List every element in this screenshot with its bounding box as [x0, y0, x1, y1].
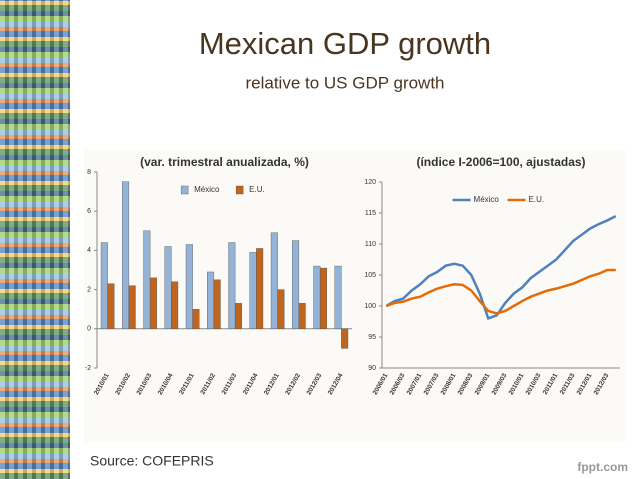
line — [385, 214, 617, 321]
bar — [270, 232, 278, 329]
bar — [228, 242, 236, 329]
source-note: Source: COFEPRIS — [90, 453, 214, 469]
legend-swatch — [180, 185, 189, 195]
bar — [256, 248, 264, 330]
y-tick-label: 2 — [87, 286, 91, 293]
legend-label: E.U. — [249, 185, 265, 194]
bar — [277, 289, 285, 330]
legend-label: E.U. — [529, 195, 545, 204]
bar — [249, 252, 257, 330]
bar — [334, 265, 342, 329]
bar — [107, 283, 115, 329]
y-tick-label: 8 — [87, 169, 91, 176]
y-tick-label: 120 — [364, 179, 376, 186]
legend-label: México — [194, 185, 220, 194]
bar — [192, 309, 200, 330]
slide-subtitle: relative to US GDP growth — [245, 73, 444, 92]
y-tick-label: 105 — [364, 272, 376, 279]
bar — [313, 265, 321, 329]
bar — [298, 303, 306, 330]
bar — [213, 279, 221, 329]
y-tick-label: 6 — [87, 208, 91, 215]
slide-title: Mexican GDP growth — [199, 26, 491, 61]
legend-swatch — [235, 185, 244, 195]
decor-stripe-overlay — [0, 0, 70, 479]
bar — [234, 303, 242, 330]
legend-label: México — [474, 195, 500, 204]
watermark: fppt.com — [577, 460, 628, 474]
bar — [149, 277, 157, 329]
y-tick-label: 95 — [368, 334, 376, 341]
line — [385, 268, 616, 315]
bar — [292, 240, 300, 330]
bar — [143, 230, 151, 330]
bar — [341, 328, 349, 349]
bar — [207, 271, 215, 329]
bar — [319, 267, 327, 330]
y-tick-label: 110 — [365, 241, 376, 248]
chart-title: (índice I-2006=100, ajustadas) — [416, 155, 585, 169]
chart-title: (var. trimestral anualizada, %) — [140, 155, 309, 169]
bar — [122, 181, 130, 330]
y-tick-label: 4 — [87, 247, 91, 254]
bar — [171, 281, 179, 330]
y-tick-label: 90 — [368, 365, 376, 372]
bar — [128, 285, 136, 329]
y-tick-label: -2 — [85, 365, 91, 372]
decor-stripe — [0, 0, 70, 479]
bar — [164, 246, 172, 329]
bar — [185, 244, 193, 330]
y-tick-label: 0 — [87, 326, 91, 333]
y-tick-label: 115 — [365, 210, 376, 217]
bar — [100, 242, 108, 329]
y-tick-label: 100 — [364, 303, 376, 310]
